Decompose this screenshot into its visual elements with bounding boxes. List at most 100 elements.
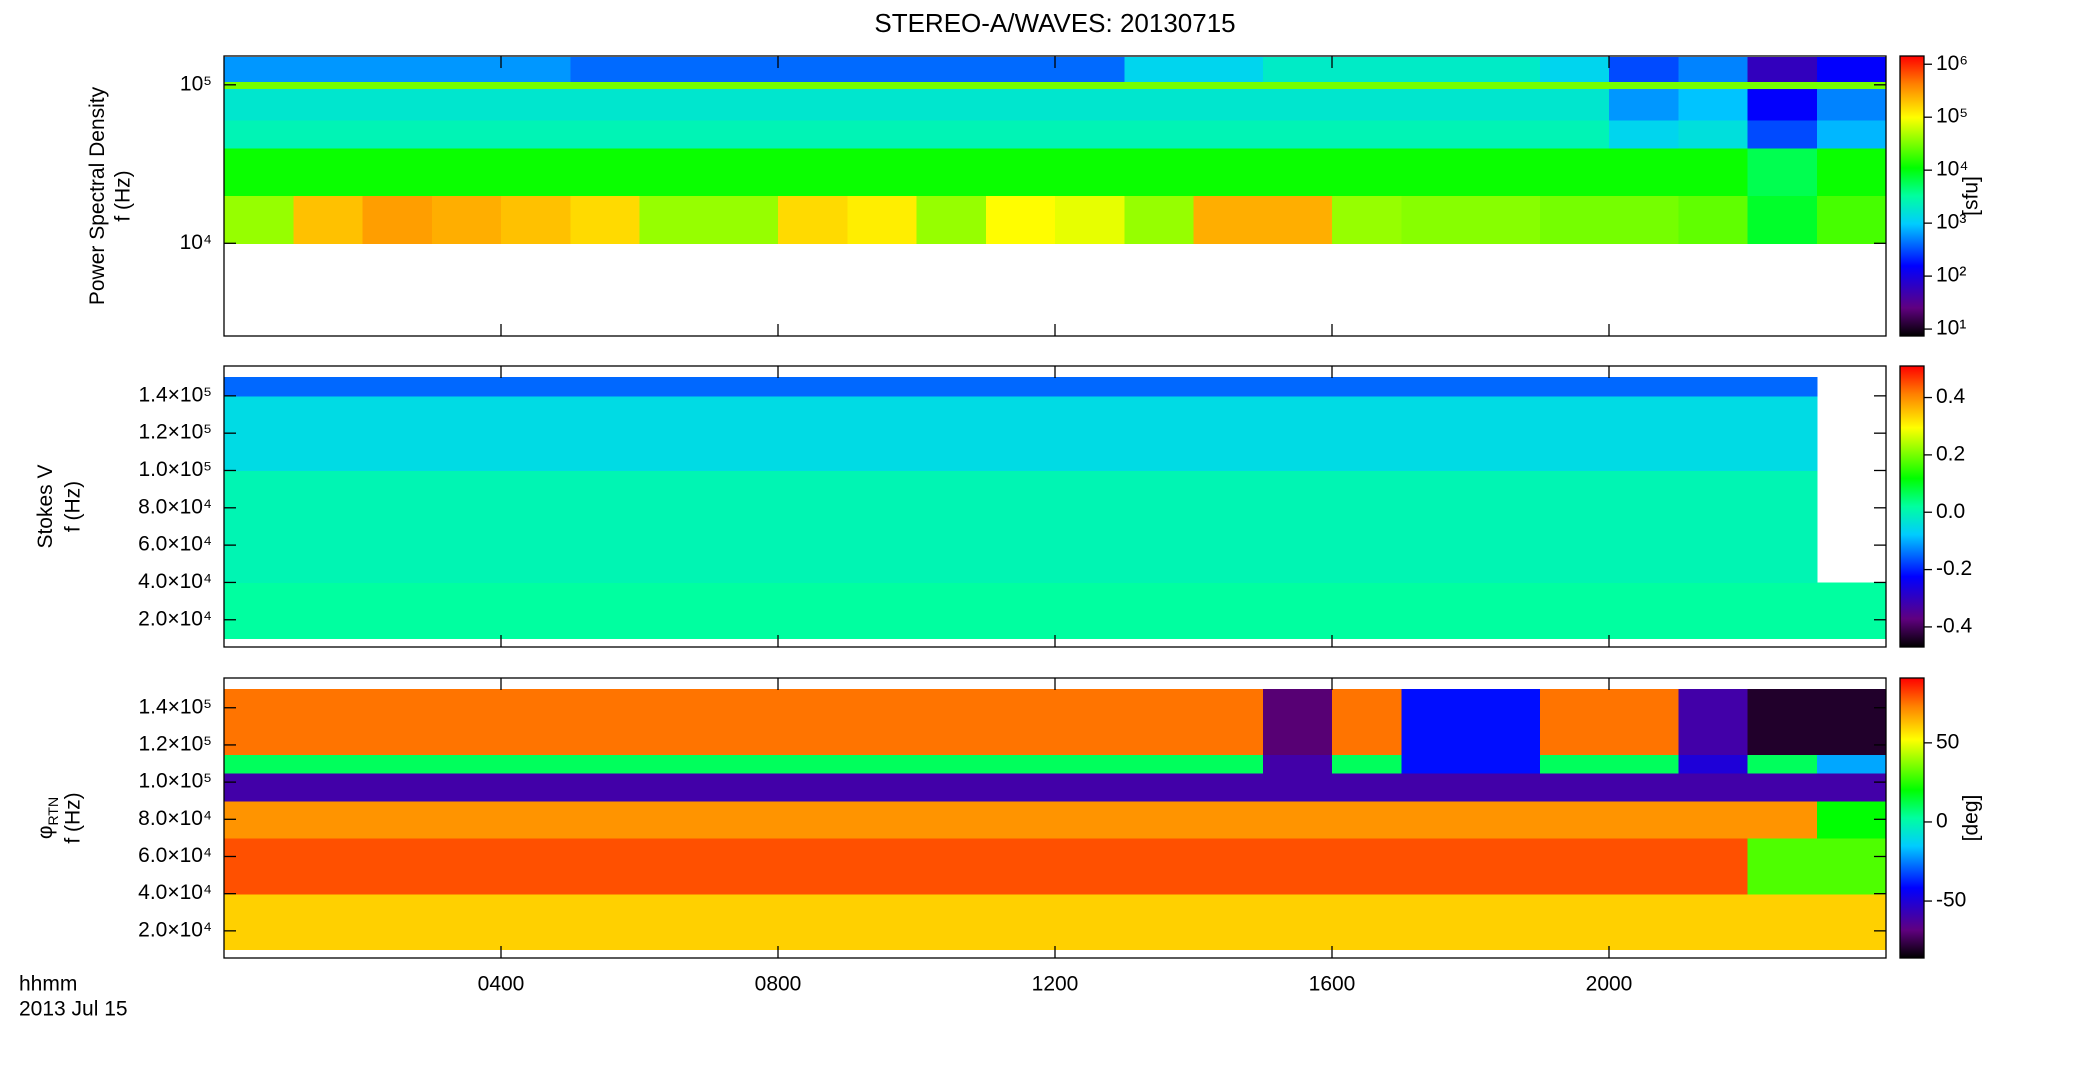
heatmap-cell bbox=[1262, 377, 1333, 397]
heatmap-cell bbox=[708, 893, 779, 951]
heatmap-cell bbox=[1747, 772, 1818, 802]
heatmap-cell bbox=[224, 81, 294, 89]
heatmap-cell bbox=[847, 893, 918, 951]
heatmap-cell bbox=[1124, 893, 1195, 951]
heatmap-cell bbox=[1470, 81, 1541, 89]
heatmap-cell bbox=[639, 893, 710, 951]
heatmap-cell bbox=[1055, 772, 1125, 802]
heatmap-cell bbox=[1401, 689, 1472, 755]
heatmap-cell bbox=[1262, 893, 1333, 951]
y-axis-label-sub: RTN bbox=[45, 797, 61, 826]
heatmap-cell bbox=[985, 689, 1056, 755]
heatmap-cell bbox=[847, 800, 918, 839]
heatmap-cell bbox=[293, 837, 364, 895]
colorbar-tick-label: 10⁵ bbox=[1936, 105, 1968, 128]
heatmap-cell bbox=[362, 81, 433, 89]
heatmap-cell bbox=[1124, 800, 1195, 839]
heatmap-cell bbox=[1539, 56, 1610, 83]
heatmap-cell bbox=[1609, 147, 1679, 197]
heatmap-cell bbox=[1401, 195, 1472, 244]
heatmap-cell bbox=[1124, 754, 1195, 774]
heatmap-cell bbox=[1747, 88, 1818, 121]
heatmap-cell bbox=[916, 147, 987, 197]
heatmap-cell bbox=[1539, 81, 1610, 89]
heatmap-cell bbox=[1678, 147, 1749, 197]
heatmap-cell bbox=[1193, 56, 1264, 83]
heatmap-cell bbox=[1539, 837, 1610, 895]
y-tick-label: 1.2×10⁵ bbox=[138, 732, 212, 755]
heatmap-cell bbox=[639, 689, 710, 755]
heatmap-cell bbox=[1332, 754, 1402, 774]
heatmap-cell bbox=[431, 837, 502, 895]
heatmap-cell bbox=[778, 754, 848, 774]
heatmap-cell bbox=[1609, 377, 1679, 397]
heatmap-cell bbox=[1816, 772, 1887, 802]
heatmap-cell bbox=[1678, 377, 1749, 397]
y-tick-label: 1.4×10⁵ bbox=[138, 383, 212, 406]
heatmap-cell bbox=[1055, 88, 1125, 121]
heatmap-cell bbox=[916, 800, 987, 839]
heatmap-cell bbox=[570, 772, 641, 802]
heatmap-cell bbox=[985, 395, 1056, 472]
heatmap-cell bbox=[847, 147, 918, 197]
heatmap-cell bbox=[1055, 147, 1125, 197]
heatmap-cell bbox=[1816, 754, 1887, 774]
heatmap-cell bbox=[1747, 377, 1818, 397]
heatmap-cell bbox=[1747, 147, 1818, 197]
heatmap-cell bbox=[778, 195, 848, 244]
heatmap-cell bbox=[847, 754, 918, 774]
y-tick-label: 8.0×10⁴ bbox=[138, 495, 212, 518]
x-tick-label: 1600 bbox=[1309, 973, 1356, 996]
heatmap-cell bbox=[293, 772, 364, 802]
colorbar-tick-label: -0.2 bbox=[1936, 557, 1972, 580]
heatmap-cell bbox=[1816, 147, 1887, 197]
heatmap-cell bbox=[1539, 395, 1610, 472]
heatmap-cell bbox=[1262, 582, 1333, 640]
heatmap-cell bbox=[431, 754, 502, 774]
y-axis-label: φRTN bbox=[34, 797, 61, 839]
heatmap-cell bbox=[1678, 56, 1749, 83]
heatmap-cell bbox=[1678, 893, 1749, 951]
heatmap-cell bbox=[570, 893, 641, 951]
heatmap-cell bbox=[778, 377, 848, 397]
heatmap-cell bbox=[1609, 754, 1679, 774]
heatmap-cell bbox=[1609, 88, 1679, 121]
heatmap-cell bbox=[708, 195, 779, 244]
heatmap-cell bbox=[570, 88, 641, 121]
heatmap-cell bbox=[1055, 582, 1125, 640]
heatmap-cell bbox=[1332, 119, 1402, 149]
heatmap-cell bbox=[1747, 470, 1818, 584]
heatmap-cell bbox=[1124, 772, 1195, 802]
heatmap-cell bbox=[293, 81, 364, 89]
heatmap-cell bbox=[1193, 88, 1264, 121]
heatmap-cell bbox=[1193, 837, 1264, 895]
heatmap-cell bbox=[916, 470, 987, 584]
heatmap-cell bbox=[1539, 582, 1610, 640]
heatmap-cell bbox=[570, 470, 641, 584]
heatmap-cell bbox=[570, 377, 641, 397]
heatmap-cell bbox=[1401, 800, 1472, 839]
heatmap-cell bbox=[570, 195, 641, 244]
heatmap-cell bbox=[985, 377, 1056, 397]
heatmap-cell bbox=[1124, 119, 1195, 149]
heatmap-cell bbox=[431, 800, 502, 839]
heatmap-cell bbox=[1401, 81, 1472, 89]
colorbar bbox=[1899, 365, 1925, 648]
heatmap-cell bbox=[985, 195, 1056, 244]
heatmap-cell bbox=[1193, 582, 1264, 640]
heatmap-cell bbox=[1262, 470, 1333, 584]
heatmap-cell bbox=[916, 893, 987, 951]
heatmap-cell bbox=[1816, 837, 1887, 895]
colorbar-tick-label: -0.4 bbox=[1936, 614, 1973, 637]
heatmap-cell bbox=[501, 56, 571, 83]
heatmap-cell bbox=[1609, 395, 1679, 472]
heatmap-cell bbox=[1193, 893, 1264, 951]
y-tick-label: 4.0×10⁴ bbox=[138, 570, 212, 593]
heatmap-cell bbox=[1747, 119, 1818, 149]
heatmap-cell bbox=[639, 119, 710, 149]
heatmap-cell bbox=[224, 377, 294, 397]
heatmap-cell bbox=[1193, 800, 1264, 839]
heatmap-cell bbox=[501, 81, 571, 89]
heatmap-cell bbox=[847, 377, 918, 397]
heatmap-cell bbox=[1609, 689, 1679, 755]
